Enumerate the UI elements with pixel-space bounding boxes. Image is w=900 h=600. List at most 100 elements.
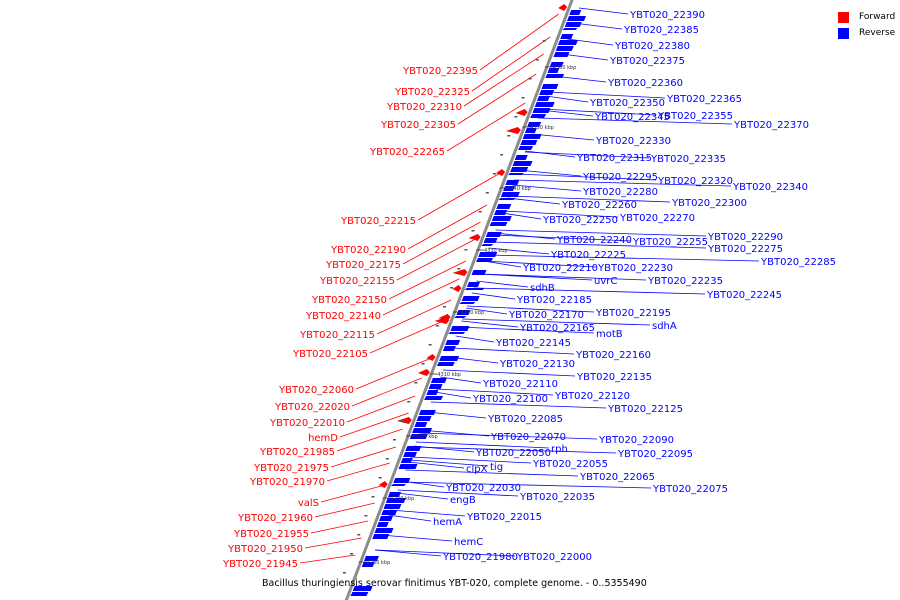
reverse-gene-label[interactable]: YBT020_22090 bbox=[598, 435, 674, 446]
reverse-gene-block[interactable] bbox=[564, 22, 582, 27]
reverse-gene-label[interactable]: YBT020_22350 bbox=[589, 98, 665, 109]
reverse-gene-block[interactable] bbox=[491, 216, 512, 221]
reverse-gene-label[interactable]: YBT020_22185 bbox=[516, 295, 592, 306]
reverse-gene-label[interactable]: YBT020_22285 bbox=[760, 257, 836, 268]
reverse-gene-label[interactable]: YBT020_22135 bbox=[576, 372, 652, 383]
reverse-gene-block[interactable] bbox=[378, 516, 393, 521]
reverse-gene-label[interactable]: YBT020_22335 bbox=[650, 154, 726, 165]
reverse-gene-label[interactable]: YBT020_22030 bbox=[445, 483, 521, 494]
reverse-gene-block[interactable] bbox=[560, 34, 574, 39]
reverse-gene-label[interactable]: YBT020_22380 bbox=[614, 41, 690, 52]
reverse-gene-block[interactable] bbox=[494, 210, 508, 215]
forward-gene-label[interactable]: YBT020_21975 bbox=[253, 463, 329, 474]
reverse-gene-label[interactable]: YBT020_22120 bbox=[554, 391, 630, 402]
reverse-gene-block[interactable] bbox=[483, 238, 498, 243]
forward-gene-label[interactable]: valS bbox=[298, 498, 319, 509]
reverse-gene-block[interactable] bbox=[454, 316, 467, 318]
reverse-gene-block[interactable] bbox=[418, 410, 436, 415]
reverse-gene-block[interactable] bbox=[466, 282, 480, 287]
forward-gene-block[interactable] bbox=[378, 481, 388, 488]
forward-gene-label[interactable]: YBT020_22115 bbox=[299, 330, 375, 341]
reverse-gene-label[interactable]: YBT020_22000 bbox=[516, 552, 592, 563]
reverse-gene-block[interactable] bbox=[557, 40, 578, 45]
reverse-gene-label[interactable]: YBT020_21980 bbox=[442, 552, 518, 563]
reverse-gene-label[interactable]: YBT020_22260 bbox=[561, 200, 637, 211]
reverse-gene-label[interactable]: YBT020_22195 bbox=[595, 308, 671, 319]
reverse-gene-block[interactable] bbox=[505, 180, 520, 185]
forward-gene-label[interactable]: YBT020_21960 bbox=[237, 513, 313, 524]
reverse-gene-block[interactable] bbox=[424, 396, 444, 400]
reverse-gene-block[interactable] bbox=[409, 434, 428, 439]
forward-gene-label[interactable]: YBT020_22105 bbox=[292, 349, 368, 360]
forward-gene-label[interactable]: YBT020_21955 bbox=[233, 529, 309, 540]
reverse-gene-block[interactable] bbox=[445, 340, 461, 345]
forward-gene-label[interactable]: YBT020_22325 bbox=[394, 87, 470, 98]
reverse-gene-block[interactable] bbox=[363, 556, 379, 561]
forward-gene-block[interactable] bbox=[496, 169, 506, 176]
reverse-gene-label[interactable]: YBT020_22125 bbox=[607, 404, 683, 415]
reverse-gene-label[interactable]: YBT020_22275 bbox=[707, 244, 783, 255]
reverse-gene-block[interactable] bbox=[503, 186, 516, 191]
reverse-gene-label[interactable]: YBT020_22225 bbox=[550, 250, 626, 261]
reverse-gene-block[interactable] bbox=[448, 332, 466, 334]
reverse-gene-block[interactable] bbox=[391, 484, 407, 486]
reverse-gene-block[interactable] bbox=[481, 244, 494, 246]
reverse-gene-label[interactable]: uvrC bbox=[594, 276, 617, 287]
reverse-gene-block[interactable] bbox=[500, 192, 520, 197]
reverse-gene-label[interactable]: YBT020_22300 bbox=[671, 198, 747, 209]
reverse-gene-label[interactable]: YBT020_22160 bbox=[575, 350, 651, 361]
reverse-gene-label[interactable]: YBT020_22065 bbox=[579, 472, 655, 483]
reverse-gene-label[interactable]: YBT020_22245 bbox=[706, 290, 782, 301]
reverse-gene-label[interactable]: YBT020_22075 bbox=[652, 484, 728, 495]
reverse-gene-block[interactable] bbox=[414, 422, 428, 427]
forward-gene-block[interactable] bbox=[515, 109, 528, 116]
reverse-gene-block[interactable] bbox=[534, 102, 555, 107]
reverse-gene-block[interactable] bbox=[381, 510, 398, 515]
reverse-gene-block[interactable] bbox=[510, 167, 529, 172]
reverse-gene-label[interactable]: YBT020_22130 bbox=[499, 359, 575, 370]
reverse-gene-block[interactable] bbox=[361, 562, 375, 567]
reverse-gene-block[interactable] bbox=[428, 384, 443, 389]
reverse-gene-label[interactable]: YBT020_22235 bbox=[647, 276, 723, 287]
reverse-gene-label[interactable]: YBT020_22345 bbox=[594, 112, 670, 123]
reverse-gene-label[interactable]: YBT020_22365 bbox=[666, 94, 742, 105]
reverse-gene-label[interactable]: YBT020_22320 bbox=[657, 176, 733, 187]
forward-gene-block[interactable] bbox=[468, 234, 481, 241]
forward-gene-label[interactable]: YBT020_22395 bbox=[402, 66, 478, 77]
reverse-gene-block[interactable] bbox=[388, 492, 402, 497]
reverse-gene-block[interactable] bbox=[426, 390, 439, 395]
reverse-gene-label[interactable]: YBT020_22270 bbox=[619, 213, 695, 224]
legend-reverse[interactable]: Reverse bbox=[838, 25, 895, 41]
forward-gene-label[interactable]: YBT020_21985 bbox=[259, 447, 335, 458]
forward-gene-label[interactable]: YBT020_22175 bbox=[325, 260, 401, 271]
reverse-gene-label[interactable]: YBT020_22210 bbox=[522, 263, 598, 274]
reverse-gene-label[interactable]: YBT020_22295 bbox=[582, 172, 658, 183]
reverse-gene-block[interactable] bbox=[352, 586, 373, 591]
reverse-gene-label[interactable]: YBT020_22280 bbox=[582, 187, 658, 198]
reverse-gene-label[interactable]: YBT020_22145 bbox=[495, 338, 571, 349]
forward-gene-label[interactable]: YBT020_22190 bbox=[330, 245, 406, 256]
reverse-gene-label[interactable]: YBT020_22360 bbox=[607, 78, 683, 89]
forward-gene-block[interactable] bbox=[426, 354, 436, 361]
reverse-gene-label[interactable]: YBT020_22095 bbox=[617, 449, 693, 460]
reverse-gene-block[interactable] bbox=[471, 270, 487, 275]
reverse-gene-block[interactable] bbox=[416, 416, 432, 421]
reverse-gene-label[interactable]: YBT020_22375 bbox=[609, 56, 685, 67]
reverse-gene-block[interactable] bbox=[400, 458, 413, 463]
reverse-gene-block[interactable] bbox=[393, 478, 411, 483]
reverse-gene-block[interactable] bbox=[532, 108, 551, 113]
forward-gene-label[interactable]: hemD bbox=[308, 433, 338, 444]
forward-gene-block[interactable] bbox=[452, 269, 468, 276]
forward-gene-label[interactable]: YBT020_22305 bbox=[380, 120, 456, 131]
forward-gene-block[interactable] bbox=[434, 317, 450, 324]
reverse-gene-label[interactable]: YBT020_22330 bbox=[595, 136, 671, 147]
forward-gene-label[interactable]: YBT020_22020 bbox=[274, 402, 350, 413]
forward-gene-block[interactable] bbox=[558, 4, 568, 11]
reverse-gene-block[interactable] bbox=[374, 528, 394, 533]
reverse-gene-block[interactable] bbox=[539, 90, 555, 95]
reverse-gene-label[interactable]: YBT020_22015 bbox=[466, 512, 542, 523]
forward-gene-label[interactable]: YBT020_21970 bbox=[249, 477, 325, 488]
reverse-gene-label[interactable]: hemC bbox=[454, 537, 483, 548]
reverse-gene-label[interactable]: YBT020_22315 bbox=[576, 153, 652, 164]
forward-gene-label[interactable]: YBT020_21950 bbox=[227, 544, 303, 555]
